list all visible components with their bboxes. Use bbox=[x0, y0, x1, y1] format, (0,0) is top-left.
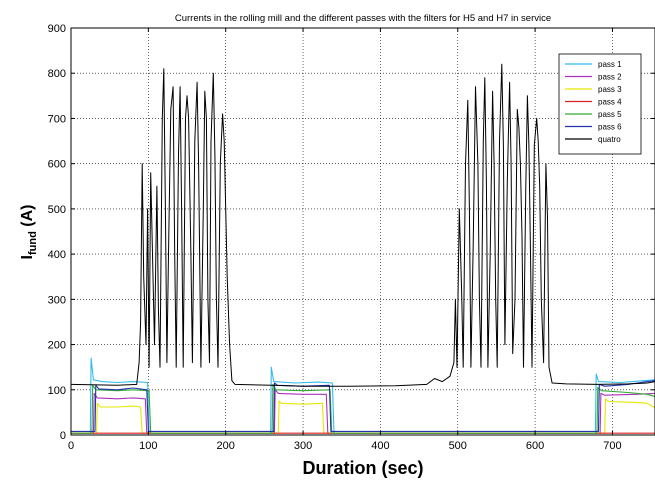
legend-label: quatro bbox=[598, 135, 621, 144]
legend-label: pass 2 bbox=[598, 73, 622, 82]
plot-frame bbox=[70, 27, 655, 436]
legend-box bbox=[558, 53, 642, 155]
y-tick-label: 200 bbox=[48, 340, 66, 352]
x-tick-label: 200 bbox=[217, 440, 235, 452]
grid bbox=[71, 28, 655, 435]
y-axis-label-unit: (A) bbox=[19, 205, 36, 232]
x-tick-label: 0 bbox=[68, 440, 74, 452]
x-axis-label: Duration (sec) bbox=[302, 458, 423, 478]
series-line-pass-3 bbox=[71, 398, 655, 434]
legend-label: pass 5 bbox=[598, 110, 622, 119]
series-layer bbox=[70, 63, 655, 434]
y-tick-label: 900 bbox=[48, 23, 66, 35]
y-axis-label-sub: fund bbox=[27, 231, 39, 255]
legend: pass 1 pass 2 pass 3 pass 4 pass 5 pass 6 quat… bbox=[558, 53, 642, 155]
legend-label: pass 6 bbox=[598, 123, 622, 132]
series-line-pass-2 bbox=[71, 389, 655, 434]
legend-items: pass 1 pass 2 pass 3 pass 4 pass 5 pass 6 quat… bbox=[565, 60, 622, 144]
y-tick-label: 300 bbox=[48, 294, 66, 306]
x-tick-label: 100 bbox=[139, 440, 157, 452]
y-axis-label: Ifund (A) bbox=[19, 205, 39, 260]
series-line-pass-6 bbox=[71, 380, 655, 432]
ticks: 0 100 200 300 400 500 600 700 0 100 200 300 400 500 60… bbox=[48, 23, 655, 452]
y-tick-label: 0 bbox=[60, 430, 66, 442]
y-axis-label-main: I bbox=[19, 255, 36, 259]
y-tick-label: 800 bbox=[48, 68, 66, 80]
x-tick-label: 400 bbox=[371, 440, 389, 452]
legend-label: pass 3 bbox=[598, 85, 622, 94]
y-tick-label: 100 bbox=[48, 385, 66, 397]
series-line-quatro bbox=[70, 63, 655, 387]
x-tick-label: 600 bbox=[526, 440, 544, 452]
y-tick-label: 700 bbox=[48, 113, 66, 125]
series-line-pass-1 bbox=[71, 357, 655, 434]
x-tick-label: 500 bbox=[449, 440, 467, 452]
y-tick-label: 500 bbox=[48, 204, 66, 216]
legend-label: pass 1 bbox=[598, 60, 622, 69]
chart-title: Currents in the rolling mill and the dif… bbox=[175, 13, 551, 24]
x-tick-label: 700 bbox=[603, 440, 621, 452]
x-tick-label: 300 bbox=[294, 440, 312, 452]
y-tick-label: 600 bbox=[48, 159, 66, 171]
legend-label: pass 4 bbox=[598, 98, 622, 107]
y-tick-label: 400 bbox=[48, 249, 66, 261]
